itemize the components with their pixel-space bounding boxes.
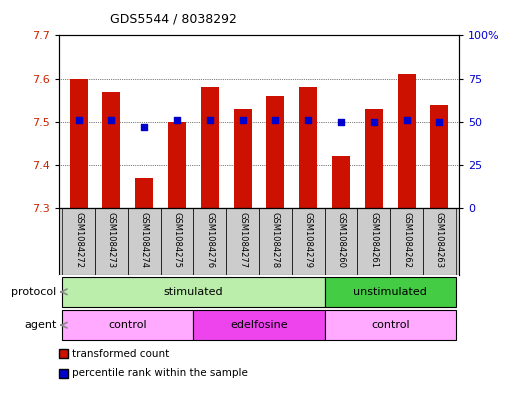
Bar	[325, 277, 456, 307]
Point	[74, 117, 83, 123]
Bar	[193, 310, 325, 340]
Bar	[161, 208, 193, 275]
Point	[370, 119, 378, 125]
Bar	[423, 208, 456, 275]
Point	[403, 117, 411, 123]
Bar	[193, 208, 226, 275]
Bar	[266, 96, 285, 208]
Bar	[292, 208, 325, 275]
Point	[173, 117, 181, 123]
Point	[239, 117, 247, 123]
Text: GSM1084276: GSM1084276	[205, 212, 214, 268]
Text: GSM1084273: GSM1084273	[107, 212, 116, 268]
Bar	[226, 208, 259, 275]
Text: unstimulated: unstimulated	[353, 287, 427, 297]
Bar	[390, 208, 423, 275]
Bar	[325, 310, 456, 340]
Bar	[299, 87, 317, 208]
Text: GSM1084261: GSM1084261	[369, 212, 379, 268]
Text: GDS5544 / 8038292: GDS5544 / 8038292	[110, 13, 237, 26]
Text: GSM1084263: GSM1084263	[435, 212, 444, 268]
Bar	[233, 109, 252, 208]
Text: control: control	[371, 320, 409, 330]
Point	[436, 119, 444, 125]
Bar	[95, 208, 128, 275]
Bar	[201, 87, 219, 208]
Bar	[365, 109, 383, 208]
Point	[271, 117, 280, 123]
Bar	[135, 178, 153, 208]
Point	[206, 117, 214, 123]
Point	[337, 119, 345, 125]
Bar	[332, 156, 350, 208]
Bar	[430, 105, 448, 208]
Point	[140, 124, 148, 130]
Text: GSM1084260: GSM1084260	[337, 212, 346, 268]
Text: GSM1084262: GSM1084262	[402, 212, 411, 268]
Point	[107, 117, 115, 123]
Text: agent: agent	[24, 320, 56, 330]
Text: GSM1084277: GSM1084277	[238, 212, 247, 268]
Bar	[62, 208, 95, 275]
Text: percentile rank within the sample: percentile rank within the sample	[72, 368, 248, 378]
Bar	[358, 208, 390, 275]
Bar	[398, 74, 416, 208]
Bar	[70, 79, 88, 208]
Bar	[62, 310, 193, 340]
Text: protocol: protocol	[11, 287, 56, 297]
Bar	[62, 277, 325, 307]
Text: edelfosine: edelfosine	[230, 320, 288, 330]
Bar	[259, 208, 292, 275]
Text: GSM1084274: GSM1084274	[140, 212, 149, 268]
Text: transformed count: transformed count	[72, 349, 169, 359]
Text: control: control	[109, 320, 147, 330]
Bar	[325, 208, 358, 275]
Text: stimulated: stimulated	[164, 287, 223, 297]
Bar	[168, 122, 186, 208]
Text: GSM1084279: GSM1084279	[304, 212, 313, 268]
Bar	[103, 92, 121, 208]
Text: GSM1084272: GSM1084272	[74, 212, 83, 268]
Point	[304, 117, 312, 123]
Bar	[128, 208, 161, 275]
Text: GSM1084278: GSM1084278	[271, 212, 280, 268]
Text: GSM1084275: GSM1084275	[172, 212, 182, 268]
